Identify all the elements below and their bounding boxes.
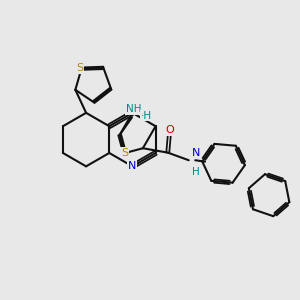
Text: ·H: ·H [141,110,152,121]
Text: N: N [128,161,136,171]
Text: O: O [166,125,174,135]
Text: H: H [192,167,200,177]
Text: NH: NH [126,104,141,114]
Text: N: N [192,148,200,158]
Text: S: S [76,63,83,73]
Text: S: S [121,148,128,158]
